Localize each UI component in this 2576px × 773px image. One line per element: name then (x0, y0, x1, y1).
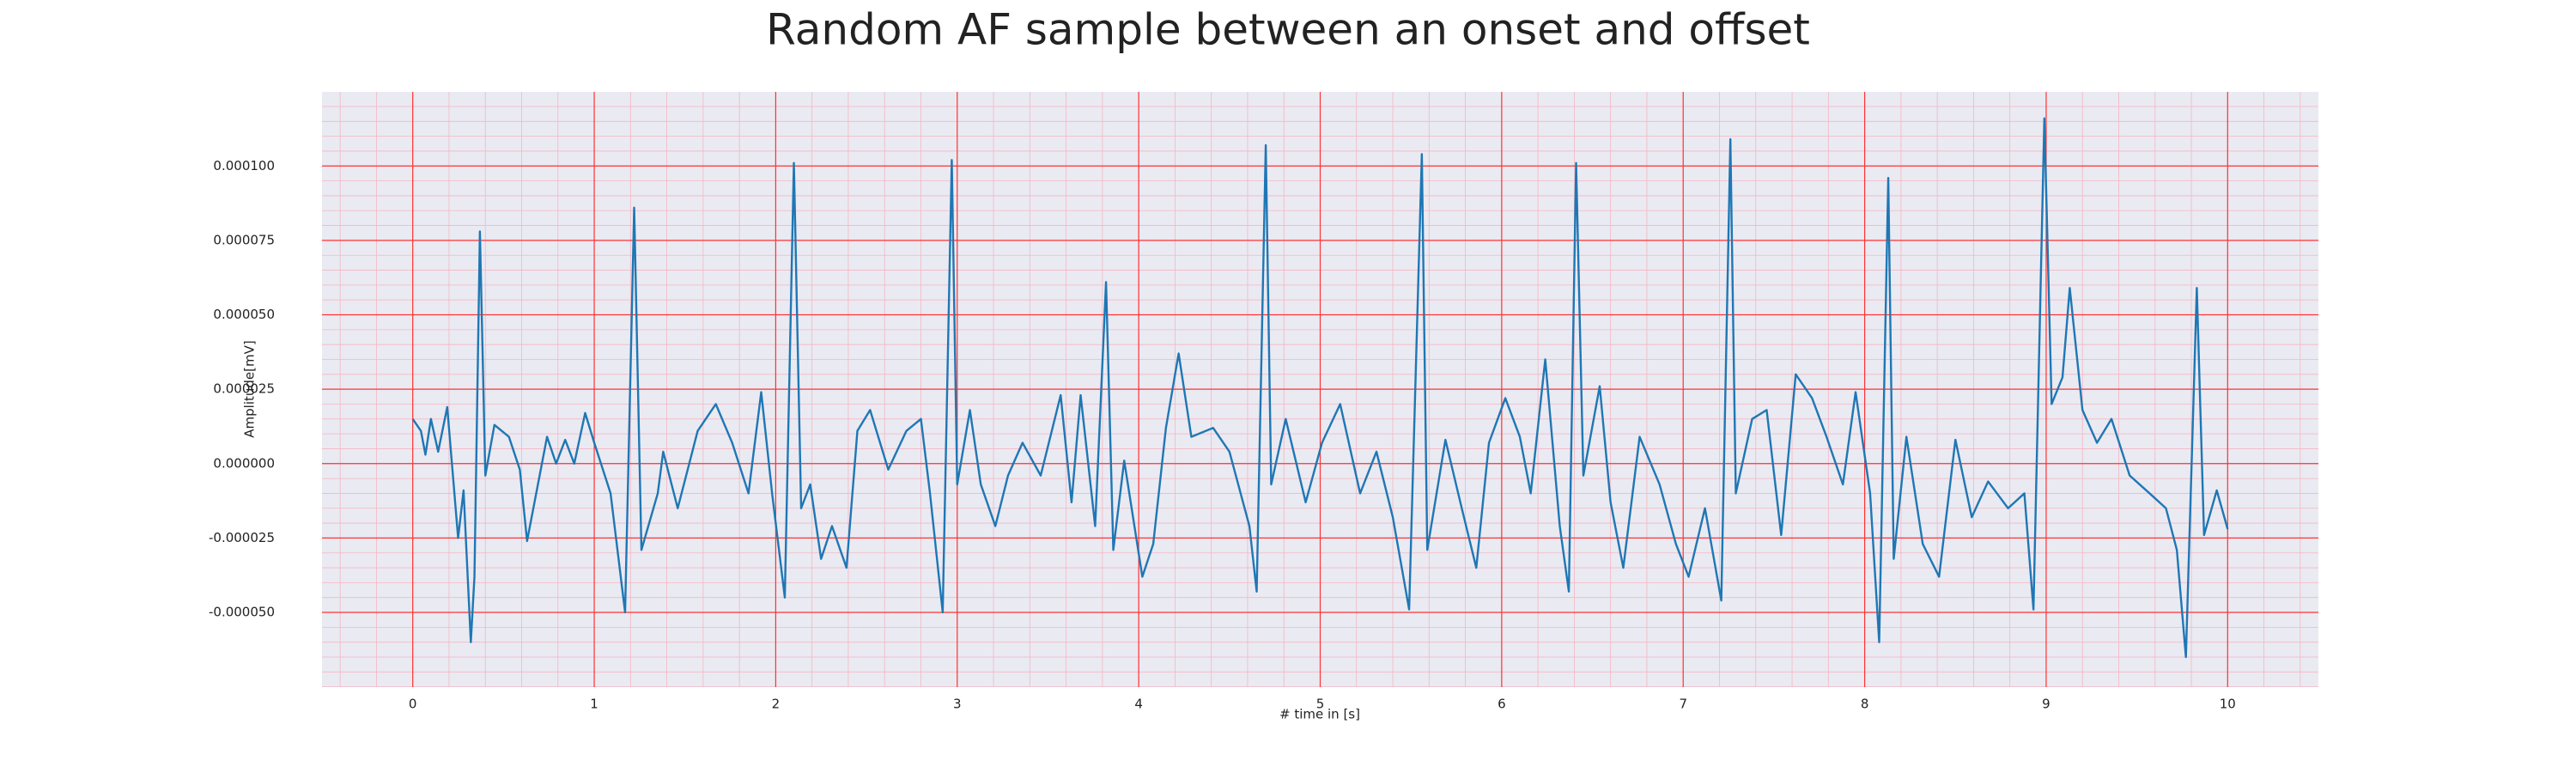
y-tick-label: 0.000050 (213, 307, 275, 322)
x-tick-label: 3 (953, 697, 962, 712)
x-tick-label: 0 (409, 697, 417, 712)
chart-title: Random AF sample between an onset and of… (766, 5, 1810, 55)
x-tick-label: 4 (1134, 697, 1143, 712)
x-axis-label: # time in [s] (1279, 707, 1360, 722)
x-tick-label: 9 (2042, 697, 2050, 712)
y-tick-label: 0.000000 (213, 455, 275, 471)
x-tick-label: 2 (772, 697, 781, 712)
y-tick-label: -0.000025 (209, 530, 275, 545)
x-tick-label: 7 (1679, 697, 1687, 712)
x-tick-label: 6 (1498, 697, 1506, 712)
y-tick-label: 0.000100 (213, 158, 275, 173)
x-tick-label: 10 (2220, 697, 2236, 712)
x-tick-label: 5 (1316, 697, 1325, 712)
signal-line (411, 117, 2229, 659)
x-tick-label: 8 (1861, 697, 1869, 712)
y-tick-label: -0.000050 (209, 605, 275, 620)
y-tick-label: 0.000075 (213, 232, 275, 247)
y-tick-label: 0.000025 (213, 381, 275, 397)
x-tick-label: 1 (590, 697, 598, 712)
y-axis-label: Amplitude[mV] (242, 340, 258, 437)
